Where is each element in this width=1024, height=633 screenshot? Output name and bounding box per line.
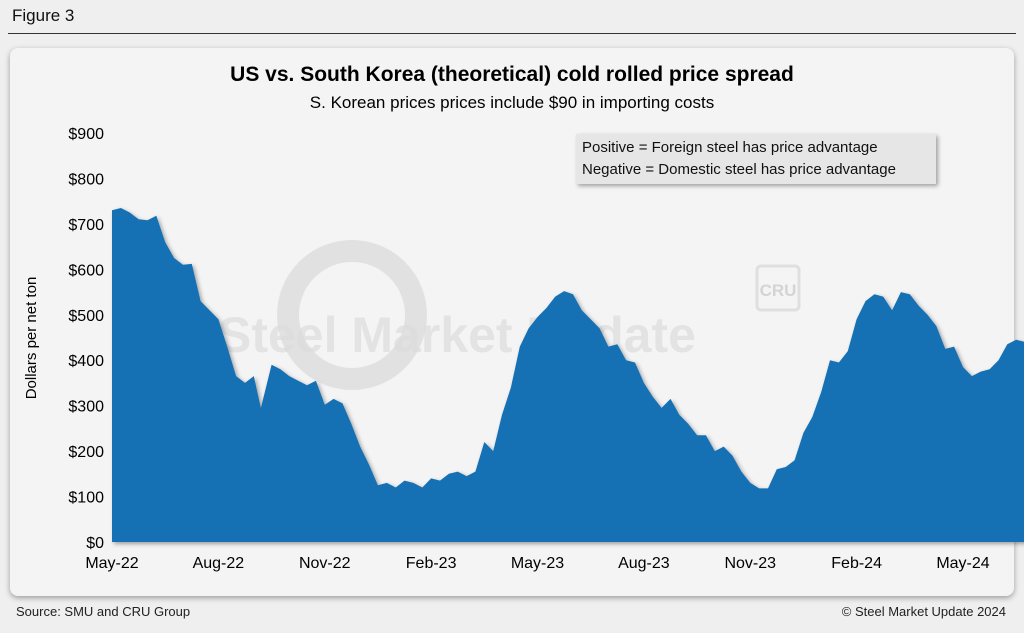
watermark-logo: CRU bbox=[760, 281, 797, 300]
y-tick-label: $300 bbox=[68, 399, 104, 416]
chart-subtitle: S. Korean prices prices include $90 in i… bbox=[309, 93, 715, 112]
y-tick-label: $700 bbox=[68, 217, 104, 234]
y-tick-label: $500 bbox=[68, 308, 104, 325]
y-tick-label: $400 bbox=[68, 353, 104, 370]
figure-header-divider bbox=[8, 33, 1016, 34]
watermark: Steel Market Update CRU bbox=[218, 240, 801, 390]
spread-area bbox=[112, 208, 1024, 542]
y-tick-label: $600 bbox=[68, 262, 104, 279]
watermark-text: Steel Market Update bbox=[218, 307, 696, 363]
y-tick-label: $0 bbox=[86, 535, 104, 552]
source-note: Source: SMU and CRU Group bbox=[16, 604, 191, 619]
x-tick-label: Nov-23 bbox=[724, 555, 776, 572]
legend-box: Positive = Foreign steel has price advan… bbox=[576, 134, 936, 184]
x-tick-label: Feb-24 bbox=[831, 555, 882, 572]
y-axis-label: Dollars per net ton bbox=[23, 277, 40, 400]
y-tick-label: $100 bbox=[68, 490, 104, 507]
y-axis: $0 $100 $200 $300 $400 $500 $600 $700 $800 $900 bbox=[68, 126, 104, 552]
legend-negative: Negative = Domestic steel has price adva… bbox=[582, 161, 896, 178]
figure-label: Figure 3 bbox=[12, 6, 75, 25]
watermark-ring bbox=[277, 240, 427, 390]
x-tick-label: Aug-23 bbox=[618, 555, 670, 572]
legend-positive: Positive = Foreign steel has price advan… bbox=[582, 139, 878, 156]
y-tick-label: $200 bbox=[68, 444, 104, 461]
x-tick-label: May-24 bbox=[936, 555, 989, 572]
x-tick-label: May-22 bbox=[85, 555, 138, 572]
x-axis: May-22 Aug-22 Nov-22 Feb-23 May-23 Aug-23 Nov-… bbox=[85, 555, 989, 572]
x-tick-label: Feb-23 bbox=[406, 555, 457, 572]
x-tick-label: May-23 bbox=[511, 555, 564, 572]
y-tick-label: $900 bbox=[68, 126, 104, 143]
watermark-logo-box bbox=[755, 264, 801, 312]
chart-title: US vs. South Korea (theoretical) cold ro… bbox=[230, 63, 794, 86]
copyright-note: © Steel Market Update 2024 bbox=[841, 604, 1006, 619]
x-tick-label: Nov-22 bbox=[299, 555, 351, 572]
y-tick-label: $800 bbox=[68, 171, 104, 188]
x-tick-label: Aug-22 bbox=[193, 555, 245, 572]
